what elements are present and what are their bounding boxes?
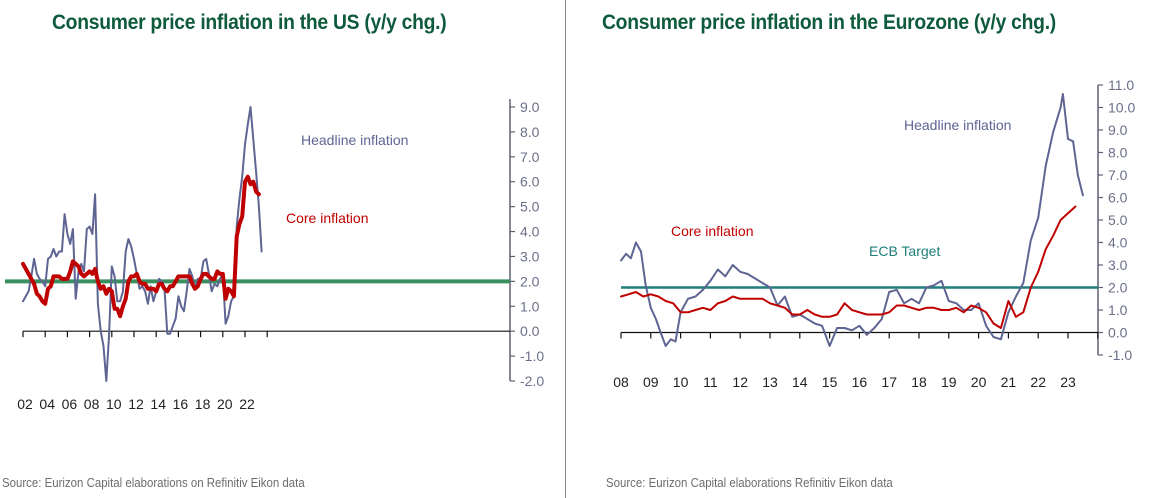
- us-source-note: Source: Eurizon Capital elaborations on …: [2, 475, 305, 490]
- us-x-tick-label: 14: [150, 396, 166, 412]
- us-x-tick-label: 12: [128, 396, 144, 412]
- ez-y-tick-label: 9.0: [1108, 122, 1128, 138]
- ez-y-tick-label: 10.0: [1108, 100, 1135, 116]
- us-y-tick-label: 0.0: [520, 323, 540, 339]
- ez-x-tick-label: 23: [1060, 374, 1076, 390]
- us-headline-annotation: Headline inflation: [301, 132, 408, 148]
- ez-core-line: [620, 205, 1077, 329]
- ez-x-tick-label: 10: [673, 374, 689, 390]
- us-headline-line: [22, 106, 263, 382]
- ez-y-tick-label: 5.0: [1108, 212, 1128, 228]
- us-y-tick-label: 4.0: [520, 224, 540, 240]
- ez-y-tick-label: 0.0: [1108, 325, 1128, 341]
- us-chart-title: Consumer price inflation in the US (y/y …: [52, 11, 447, 34]
- us-x-tick-label: 18: [195, 396, 211, 412]
- ez-x-tick-label: 22: [1030, 374, 1046, 390]
- ez-headline-annotation: Headline inflation: [904, 117, 1011, 133]
- ez-ecb-target-annotation: ECB Target: [869, 243, 940, 259]
- us-inflation-chart: 9.0 8.0 7.0 6.0 5.0 4.0 3.0 2.0 1.0 0.0 -1.0 -2.0 02…: [5, 99, 544, 412]
- us-inflation-panel: Consumer price inflation in the US (y/y …: [0, 0, 565, 498]
- ez-x-tick-label: 19: [941, 374, 957, 390]
- ez-y-tick-label: 7.0: [1108, 167, 1128, 183]
- ez-x-tick-label: 15: [822, 374, 838, 390]
- us-y-tick-label: 8.0: [520, 124, 540, 140]
- us-y-tick-label: 6.0: [520, 174, 540, 190]
- ez-y-tick-label: 2.0: [1108, 280, 1128, 296]
- eurozone-inflation-chart: 11.0 10.0 9.0 8.0 7.0 6.0 5.0 4.0 3.0 2.0 1.0 0.0 -1…: [613, 77, 1135, 390]
- ez-y-tick-label: 1.0: [1108, 302, 1128, 318]
- us-x-tick-label: 04: [39, 396, 55, 412]
- ez-x-tick-label: 18: [911, 374, 927, 390]
- ez-x-tick-label: 14: [792, 374, 808, 390]
- us-x-tick-label: 02: [17, 396, 33, 412]
- us-y-tick-label: 2.0: [520, 273, 540, 289]
- ez-y-tick-label: 6.0: [1108, 190, 1128, 206]
- eurozone-inflation-panel: Consumer price inflation in the Eurozone…: [566, 0, 1152, 498]
- us-x-tick-label: 08: [84, 396, 100, 412]
- ez-y-tick-label: 4.0: [1108, 235, 1128, 251]
- us-y-tick-label: 1.0: [520, 298, 540, 314]
- eurozone-source-note: Source: Eurizon Capital elaborations Ref…: [606, 475, 893, 490]
- us-y-tick-label: -2.0: [520, 373, 544, 389]
- ez-x-tick-label: 17: [881, 374, 897, 390]
- ez-x-tick-label: 09: [643, 374, 659, 390]
- ez-x-tick-label: 11: [703, 374, 718, 390]
- ez-x-tick-label: 21: [1001, 374, 1017, 390]
- ez-x-tick-label: 16: [852, 374, 868, 390]
- eurozone-chart-title: Consumer price inflation in the Eurozone…: [602, 11, 1056, 34]
- ez-y-tick-label: 8.0: [1108, 145, 1128, 161]
- us-x-tick-label: 20: [217, 396, 233, 412]
- ez-y-tick-label: 3.0: [1108, 257, 1128, 273]
- ez-x-tick-label: 08: [613, 374, 629, 390]
- us-y-tick-label: 5.0: [520, 199, 540, 215]
- ez-y-tick-label: 11.0: [1108, 77, 1134, 93]
- panel-divider: [565, 0, 566, 498]
- us-y-tick-label: 3.0: [520, 248, 540, 264]
- ez-x-tick-label: 20: [971, 374, 987, 390]
- ez-y-tick-label: -1.0: [1108, 347, 1132, 363]
- ez-x-tick-label: 13: [762, 374, 778, 390]
- us-y-tick-label: -1.0: [520, 348, 544, 364]
- us-x-tick-label: 16: [173, 396, 189, 412]
- ez-x-tick-label: 12: [732, 374, 748, 390]
- us-y-tick-label: 7.0: [520, 149, 540, 165]
- us-y-tick-label: 9.0: [520, 99, 540, 115]
- us-x-tick-label: 22: [239, 396, 255, 412]
- ez-core-annotation: Core inflation: [671, 223, 754, 239]
- us-core-annotation: Core inflation: [286, 210, 369, 226]
- us-x-tick-label: 06: [62, 396, 78, 412]
- ez-headline-line: [620, 93, 1084, 347]
- us-x-tick-label: 10: [106, 396, 122, 412]
- us-core-line: [21, 174, 261, 319]
